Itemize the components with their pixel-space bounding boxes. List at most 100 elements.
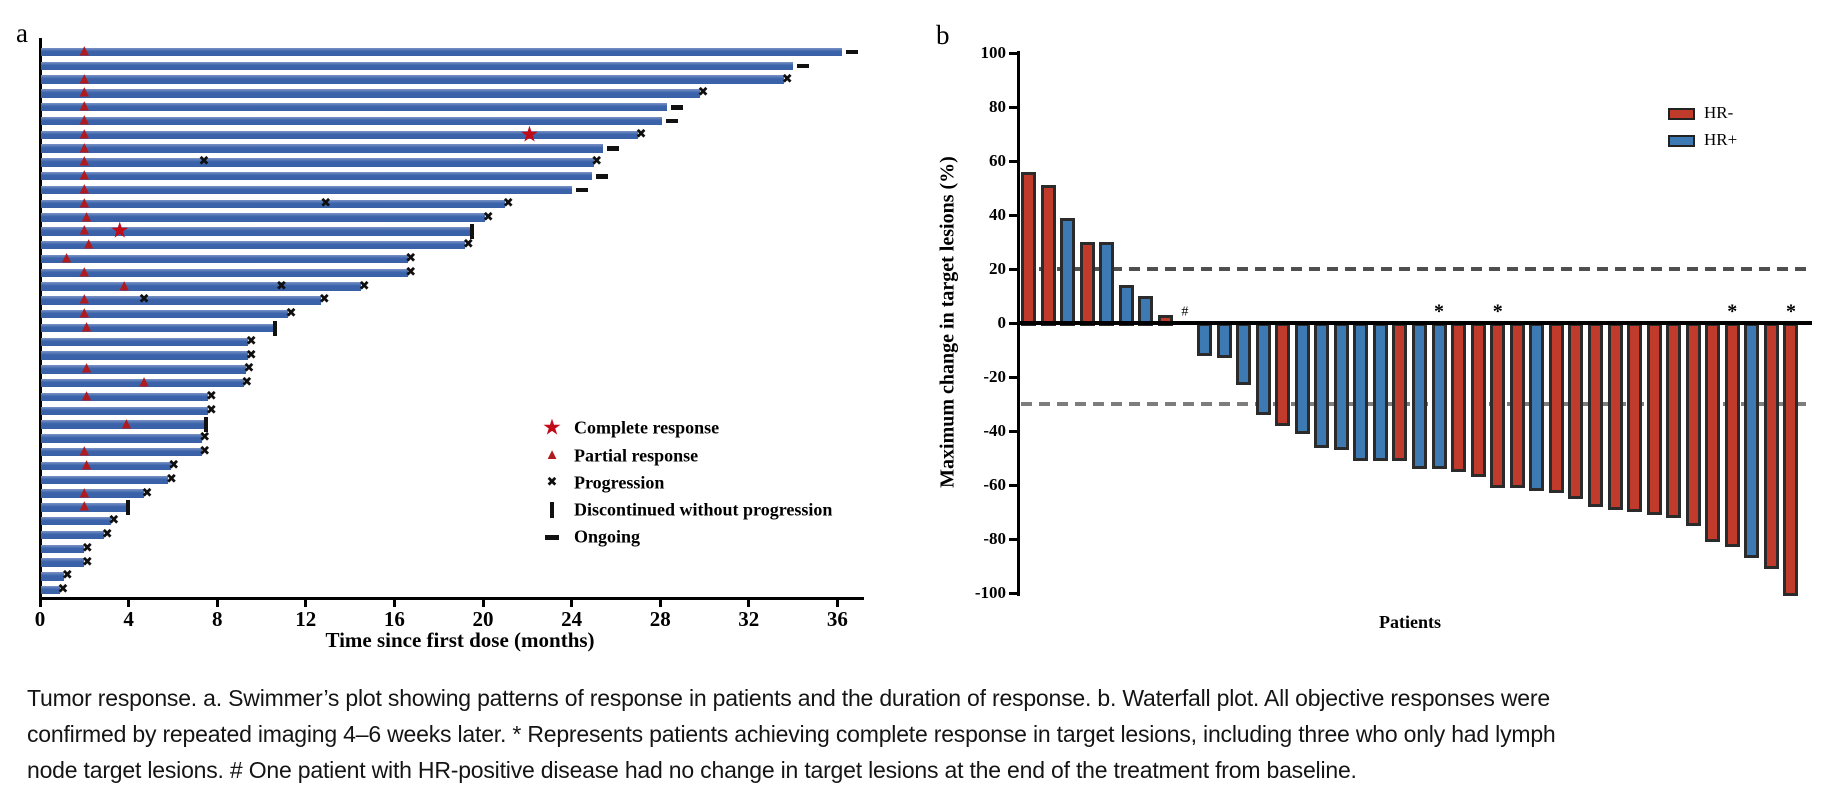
progression-marker: ✖ [358, 278, 370, 294]
waterfall-y-tick-label: 20 [989, 259, 1006, 278]
swimmer-bar [41, 378, 244, 388]
no-change-hash: # [1181, 304, 1189, 320]
partial-response-marker: ▲ [78, 387, 95, 405]
waterfall-bar-hr-pos [1294, 323, 1310, 434]
partial-response-marker: ▲ [76, 166, 93, 184]
waterfall-y-tick-label: 0 [997, 313, 1007, 332]
waterfall-plot: 100 80 60 40 20 0 -20 -40 -60 -80 -100 # * * * * HR- HR+ [910, 0, 1835, 660]
waterfall-y-tick-label: -60 [983, 475, 1006, 494]
progression-marker: ✖ [61, 568, 73, 584]
waterfall-bar-hr-pos [1412, 323, 1427, 470]
partial-response-marker: ▲ [76, 70, 93, 88]
partial-response-marker: ▲ [78, 318, 95, 336]
swimmer-bar [41, 227, 470, 236]
partial-response-marker: ▲ [80, 235, 97, 253]
waterfall-bar-hr-neg [1509, 323, 1525, 488]
swimmer-bar [41, 254, 408, 264]
waterfall-bar-hr-neg [1666, 323, 1682, 518]
swimmer-x-tick-label: 16 [383, 607, 405, 631]
swimmer-bar [41, 213, 486, 222]
waterfall-bar-hr-neg [1783, 323, 1799, 596]
swimmer-legend-label: Progression [574, 472, 665, 493]
waterfall-bar-hr-neg [1548, 323, 1564, 494]
waterfall-bar-hr-neg [1470, 323, 1486, 478]
waterfall-bar-hr-neg [1040, 185, 1056, 326]
discontinued-marker [272, 320, 277, 336]
swimmer-legend-label: Ongoing [574, 526, 641, 547]
partial-response-marker: ▲ [58, 249, 75, 267]
swimmer-x-tick [127, 598, 131, 607]
partial-response-marker: ▲ [76, 42, 93, 60]
partial-response-marker: ▲ [76, 97, 93, 115]
swimmer-x-tick [481, 598, 485, 607]
progression-marker: ✖ [320, 196, 332, 212]
progression-marker: ✖ [591, 154, 603, 170]
partial-response-marker: ▲ [76, 304, 93, 322]
discontinued-marker [126, 499, 131, 515]
swimmer-x-axis-title: Time since first dose (months) [325, 628, 595, 652]
waterfall-bar-hr-pos [1333, 323, 1349, 451]
swimmer-plot: 0 4 8 12 16 20 24 28 32 36 ▲ ▲ ✖ ▲ ✖ ▲ ▲ ▲ ★ ✖ ▲ ▲ ✖ ✖ ▲ ▲ ▲ ✖ ✖ ▲ ✖ ▲ ★… [0, 0, 910, 660]
swimmer-x-tick [215, 598, 219, 607]
waterfall-y-tick [1009, 591, 1018, 595]
partial-response-legend-icon: ▲ [544, 447, 560, 464]
swimmer-x-tick-label: 24 [561, 607, 583, 631]
progression-marker: ✖ [166, 472, 177, 488]
caption-line-3: node target lesions. # One patient with … [27, 757, 1357, 783]
progression-marker: ✖ [405, 251, 417, 267]
partial-response-marker: ▲ [78, 208, 95, 226]
panel-b-label: b [936, 20, 950, 50]
swimmer-legend-label: Discontinued without progression [574, 499, 833, 520]
partial-response-marker: ▲ [136, 373, 153, 391]
partial-response-marker: ▲ [76, 153, 93, 171]
waterfall-y-tick [1009, 537, 1018, 541]
swimmer-x-tick-label: 0 [34, 607, 46, 631]
progression-marker: ✖ [243, 361, 255, 377]
legend-label-hr-pos: HR+ [1704, 130, 1738, 149]
swimmer-bar [41, 89, 701, 98]
waterfall-y-tick [1009, 267, 1018, 271]
swimmer-bar [41, 461, 171, 471]
swimmer-x-tick-label: 20 [472, 607, 494, 631]
legend-swatch-hr-pos [1668, 135, 1695, 147]
swimmer-bar [41, 572, 65, 581]
swimmer-x-tick-label: 28 [649, 607, 671, 631]
complete-response-asterisk: * [1785, 300, 1796, 323]
partial-response-marker: ▲ [76, 180, 93, 198]
swimmer-bar [41, 351, 249, 360]
partial-response-marker: ▲ [76, 498, 93, 516]
waterfall-y-axis-title: Maximum change in target lesions (%) [936, 156, 959, 488]
swimmer-bar [41, 185, 572, 195]
swimmer-bar [41, 392, 209, 402]
complete-response-marker: ★ [109, 217, 130, 243]
waterfall-bar-hr-neg [1646, 323, 1662, 515]
waterfall-y-tick [1009, 483, 1018, 487]
swimmer-bar [41, 102, 667, 112]
progression-marker: ✖ [57, 582, 69, 598]
ongoing-marker [845, 49, 858, 55]
waterfall-bar-hr-pos [1431, 323, 1447, 470]
swimmer-x-tick-label: 4 [123, 607, 134, 631]
waterfall-bar-hr-neg [1763, 323, 1779, 569]
waterfall-y-tick-label: 100 [980, 43, 1007, 62]
swimmer-bar [41, 489, 145, 498]
waterfall-y-tick [1009, 213, 1018, 217]
swimmer-bar [41, 47, 842, 57]
swimmer-bar [41, 365, 246, 374]
discontinued-marker [469, 223, 474, 239]
waterfall-bar-hr-neg [1627, 323, 1643, 513]
complete-response-legend-icon: ★ [542, 414, 562, 440]
legend-label-hr-neg: HR- [1704, 103, 1734, 122]
swimmer-x-tick [392, 598, 396, 607]
progression-marker: ✖ [138, 292, 150, 308]
ongoing-marker [606, 146, 619, 151]
partial-response-marker: ▲ [76, 291, 93, 309]
partial-response-marker: ▲ [76, 263, 93, 281]
waterfall-bar-hr-pos [1314, 323, 1330, 448]
swimmer-bar [41, 475, 169, 485]
discontinued-legend-icon [550, 502, 554, 518]
caption-line-2: confirmed by repeated imaging 4–6 weeks … [27, 721, 1556, 747]
reference-line-plus20 [1021, 267, 1812, 271]
complete-response-marker: ★ [519, 121, 540, 147]
